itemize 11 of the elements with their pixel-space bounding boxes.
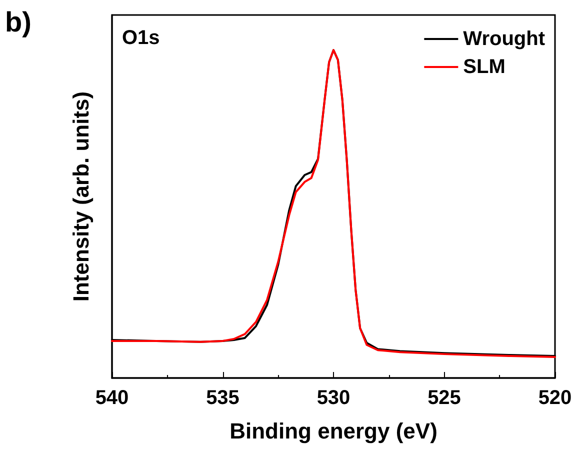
- legend-label: Wrought: [463, 28, 546, 50]
- x-tick-label: 535: [206, 387, 240, 409]
- text: b): [5, 6, 32, 38]
- x-tick-label: 530: [316, 387, 350, 409]
- x-axis-title: Binding energy (eV): [230, 418, 438, 444]
- x-tick-label: 540: [95, 387, 129, 409]
- x-tick-label: 520: [538, 387, 572, 409]
- text: O1s: [122, 27, 160, 49]
- y-axis-title: Intensity (arb. units): [68, 91, 94, 302]
- x-tick-label: 525: [428, 387, 461, 409]
- legend-label: SLM: [463, 56, 506, 78]
